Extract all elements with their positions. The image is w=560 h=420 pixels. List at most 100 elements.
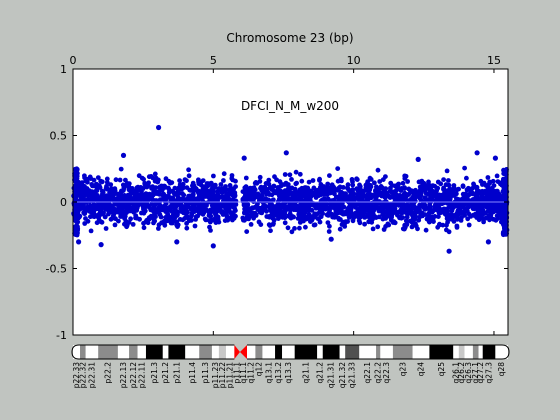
cytoband xyxy=(145,345,163,359)
data-point xyxy=(210,186,216,192)
data-point xyxy=(297,171,303,177)
cytoband-label: p22.12 xyxy=(129,362,138,388)
data-point xyxy=(189,212,195,218)
data-point xyxy=(155,179,161,185)
data-point xyxy=(362,221,367,227)
data-point xyxy=(176,189,182,195)
y-tick-label: -0.5 xyxy=(46,263,67,276)
data-point xyxy=(373,192,379,197)
data-point xyxy=(306,179,312,185)
data-point xyxy=(269,187,275,192)
data-point xyxy=(441,187,446,192)
data-point xyxy=(293,181,299,187)
data-point xyxy=(258,185,263,191)
data-point xyxy=(365,191,371,197)
data-point xyxy=(134,187,140,193)
cytoband xyxy=(458,345,465,359)
data-point xyxy=(346,215,352,220)
data-point xyxy=(276,185,281,191)
data-point xyxy=(172,205,178,211)
data-point xyxy=(413,187,418,193)
cytoband-label: p22.11 xyxy=(137,362,146,388)
data-point xyxy=(436,214,441,220)
data-point xyxy=(318,182,324,187)
data-point xyxy=(75,207,81,213)
data-point xyxy=(175,222,181,228)
data-point xyxy=(88,228,94,234)
cytoband xyxy=(162,345,169,359)
cytoband-label: q13.3 xyxy=(284,362,293,384)
data-point xyxy=(427,199,432,204)
data-point xyxy=(352,202,358,208)
data-point xyxy=(436,192,442,198)
data-point xyxy=(156,226,161,231)
data-point xyxy=(400,180,406,186)
data-point xyxy=(296,215,302,221)
data-point xyxy=(152,202,158,208)
data-point xyxy=(156,198,162,204)
data-point xyxy=(197,211,202,216)
data-point xyxy=(82,211,88,216)
data-point xyxy=(493,217,499,223)
data-point xyxy=(352,214,358,219)
data-point xyxy=(230,196,236,202)
data-point xyxy=(186,204,192,210)
data-point xyxy=(484,200,490,206)
data-point xyxy=(293,189,299,195)
data-point xyxy=(186,167,192,173)
cytoband xyxy=(294,345,318,359)
data-point xyxy=(302,207,307,213)
data-point xyxy=(353,210,359,216)
data-point xyxy=(190,203,196,209)
data-point xyxy=(142,203,148,209)
data-point xyxy=(327,173,332,179)
data-point xyxy=(95,175,101,181)
outlier-point xyxy=(120,152,127,158)
data-point xyxy=(98,178,104,184)
data-point xyxy=(323,204,329,210)
y-tick-label: 0 xyxy=(60,196,67,209)
data-point xyxy=(108,182,114,188)
data-point xyxy=(401,202,407,208)
data-point xyxy=(441,206,447,212)
data-point xyxy=(149,185,154,191)
outlier-point xyxy=(446,248,452,254)
cytoband-label: q21.2 xyxy=(316,362,325,384)
data-point xyxy=(412,198,418,204)
outlier-point xyxy=(241,155,247,161)
data-point xyxy=(88,214,93,220)
data-point xyxy=(93,204,99,210)
data-point xyxy=(190,191,196,197)
data-point xyxy=(163,195,169,200)
cytoband-label: q26.2 xyxy=(457,362,466,384)
data-point xyxy=(379,205,385,211)
data-point xyxy=(325,181,331,187)
cytoband xyxy=(137,345,146,359)
outlier-point xyxy=(485,239,491,245)
data-point xyxy=(231,212,237,218)
data-point xyxy=(487,208,493,214)
data-point xyxy=(365,212,371,218)
data-point xyxy=(139,195,145,201)
data-point xyxy=(136,173,142,179)
data-point xyxy=(451,185,457,191)
data-point xyxy=(243,197,249,203)
data-point xyxy=(408,197,413,202)
cytoband-label: q27.1 xyxy=(471,362,480,384)
cytoband xyxy=(185,345,200,359)
cytoband xyxy=(464,345,473,359)
data-point xyxy=(297,220,303,225)
data-point xyxy=(462,192,468,198)
data-point xyxy=(337,184,343,190)
data-point xyxy=(345,206,351,211)
cytoband xyxy=(317,345,323,359)
data-point xyxy=(501,210,507,216)
data-point xyxy=(415,226,420,232)
data-point xyxy=(201,209,207,215)
data-point xyxy=(357,220,363,226)
data-point xyxy=(176,185,182,191)
data-point xyxy=(104,183,109,189)
data-point xyxy=(397,215,402,221)
data-point xyxy=(454,225,460,230)
data-point xyxy=(112,222,118,228)
